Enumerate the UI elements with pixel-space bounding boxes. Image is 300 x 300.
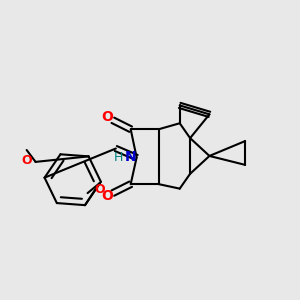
Text: O: O (102, 110, 113, 124)
Text: O: O (102, 189, 113, 203)
Text: O: O (94, 183, 105, 196)
Text: O: O (21, 154, 32, 167)
Text: H: H (113, 151, 123, 164)
Text: N: N (124, 150, 136, 164)
